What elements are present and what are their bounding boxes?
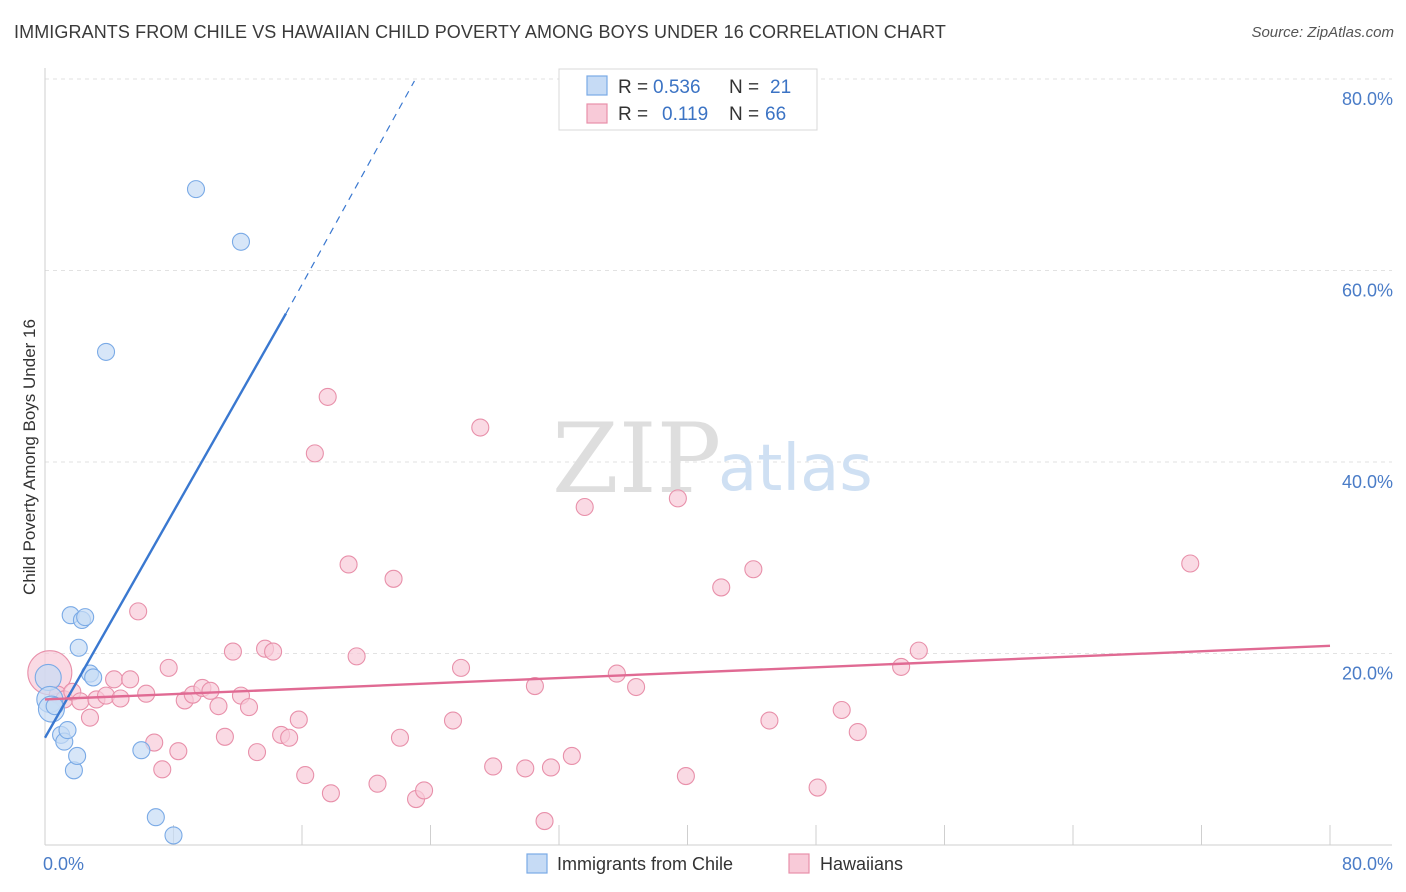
chart-title: IMMIGRANTS FROM CHILE VS HAWAIIAN CHILD … xyxy=(14,22,946,42)
hawaiian-point-25 xyxy=(239,698,259,717)
hawaiian-point-21 xyxy=(209,697,228,716)
hawaiian-point-58 xyxy=(744,560,763,579)
hawaiian-point-38 xyxy=(368,774,387,793)
source-label: Source: ZipAtlas.com xyxy=(1251,24,1394,41)
hawaiian-point-62 xyxy=(848,722,867,742)
legend-r-label-1: R = xyxy=(618,77,648,98)
hawaiian-point-53 xyxy=(607,664,626,683)
hawaiian-point-30 xyxy=(280,728,299,747)
hawaiian-point-39 xyxy=(384,569,403,588)
chile-point-15 xyxy=(96,342,116,361)
chile-point-16 xyxy=(132,741,151,760)
hawaiian-point-44 xyxy=(451,658,471,677)
hawaiian-point-22 xyxy=(215,727,234,746)
hawaiian-point-45 xyxy=(471,418,490,437)
hawaiian-point-16 xyxy=(169,742,188,761)
hawaiian-point-49 xyxy=(535,812,554,831)
y-tick-label-0: 20.0% xyxy=(1342,664,1393,684)
hawaiian-point-60 xyxy=(808,778,827,797)
bottom-legend-label-hawaiians: Hawaiians xyxy=(820,854,903,874)
hawaiian-point-9 xyxy=(111,689,130,708)
hawaiian-point-23 xyxy=(223,642,242,661)
x-tick-label-0: 0.0% xyxy=(43,854,84,874)
trend-lines xyxy=(43,80,1331,739)
bottom-legend-swatch-chile xyxy=(526,853,548,874)
hawaiian-point-47 xyxy=(516,759,535,778)
hawaiian-point-63 xyxy=(892,657,911,676)
y-axis-label: Child Poverty Among Boys Under 16 xyxy=(20,319,39,595)
chile-point-19 xyxy=(186,180,206,199)
trend-line-0 xyxy=(43,312,287,739)
hawaiian-point-35 xyxy=(318,387,337,406)
bottom-legend-swatch-hawaiians xyxy=(788,853,810,874)
legend-r-value-2: 0.119 xyxy=(662,104,708,125)
hawaiian-point-36 xyxy=(339,555,358,574)
trend-line-dashed-0 xyxy=(285,80,415,314)
hawaiian-point-37 xyxy=(347,647,366,666)
hawaiian-point-55 xyxy=(668,489,687,508)
y-tick-label-3: 80.0% xyxy=(1342,89,1393,109)
hawaiian-point-40 xyxy=(390,728,410,747)
watermark-atlas: atlas xyxy=(718,432,873,506)
hawaiian-point-57 xyxy=(712,578,731,597)
legend-r-label-2: R = xyxy=(618,104,648,125)
hawaiian-point-34 xyxy=(321,784,340,803)
chile-point-10 xyxy=(69,638,88,657)
hawaiian-point-48 xyxy=(525,677,544,696)
hawaiian-point-11 xyxy=(129,602,148,621)
chile-point-20 xyxy=(231,232,251,251)
legend-n-value-2: 66 xyxy=(765,104,786,125)
tick-labels: 20.0% 40.0% 60.0% 80.0% 0.0% 80.0% xyxy=(43,89,1393,874)
hawaiian-point-12 xyxy=(137,684,156,703)
y-tick-label-1: 40.0% xyxy=(1342,472,1393,492)
hawaiian-point-31 xyxy=(289,710,308,729)
hawaiian-point-26 xyxy=(247,743,267,762)
bottom-legend-label-chile: Immigrants from Chile xyxy=(557,854,733,874)
hawaiian-point-46 xyxy=(484,757,503,776)
hawaiian-point-42 xyxy=(415,781,434,800)
legend-n-label-1: N = xyxy=(729,77,759,98)
hawaiian-point-54 xyxy=(627,677,646,697)
hawaiian-point-5 xyxy=(80,708,100,727)
hawaiian-point-15 xyxy=(159,658,178,677)
chile-point-6 xyxy=(58,721,77,740)
hawaiian-point-28 xyxy=(264,642,283,661)
y-tick-label-2: 60.0% xyxy=(1342,281,1393,301)
hawaiian-point-64 xyxy=(909,641,928,660)
trend-line-1 xyxy=(44,644,1331,701)
hawaiian-point-43 xyxy=(443,711,463,730)
watermark: ZIP atlas xyxy=(552,403,873,515)
legend: R = 0.536 N = 21 R = 0.119 N = 66 xyxy=(558,68,818,131)
chile-point-18 xyxy=(164,826,183,845)
chile-point-9 xyxy=(68,746,87,766)
legend-swatch-chile xyxy=(586,75,608,96)
hawaiian-point-59 xyxy=(760,711,779,730)
hawaiian-point-33 xyxy=(305,444,324,463)
hawaiian-point-50 xyxy=(541,758,561,777)
hawaiian-point-52 xyxy=(575,497,594,517)
legend-n-label-2: N = xyxy=(729,104,759,125)
hawaiian-point-51 xyxy=(562,746,581,766)
legend-n-value-1: 21 xyxy=(770,77,791,98)
hawaiian-point-20 xyxy=(201,681,220,700)
x-tick-label-1: 80.0% xyxy=(1342,854,1393,874)
hawaiian-point-10 xyxy=(121,670,140,689)
hawaiian-point-56 xyxy=(676,767,695,786)
legend-r-value-1: 0.536 xyxy=(653,77,701,98)
chile-point-14 xyxy=(84,668,103,687)
hawaiian-point-61 xyxy=(832,700,851,720)
hawaiian-point-8 xyxy=(105,670,124,689)
bottom-legend: Immigrants from Chile Hawaiians xyxy=(526,853,903,874)
chile-point-17 xyxy=(146,808,165,827)
axes xyxy=(44,68,1392,846)
legend-swatch-hawaiians xyxy=(586,103,608,124)
hawaiian-point-65 xyxy=(1181,554,1200,573)
hawaiian-point-4 xyxy=(71,692,90,711)
hawaiian-point-14 xyxy=(153,760,172,779)
hawaiian-point-32 xyxy=(296,766,315,785)
watermark-zip: ZIP xyxy=(552,403,721,515)
chile-point-12 xyxy=(76,608,95,627)
